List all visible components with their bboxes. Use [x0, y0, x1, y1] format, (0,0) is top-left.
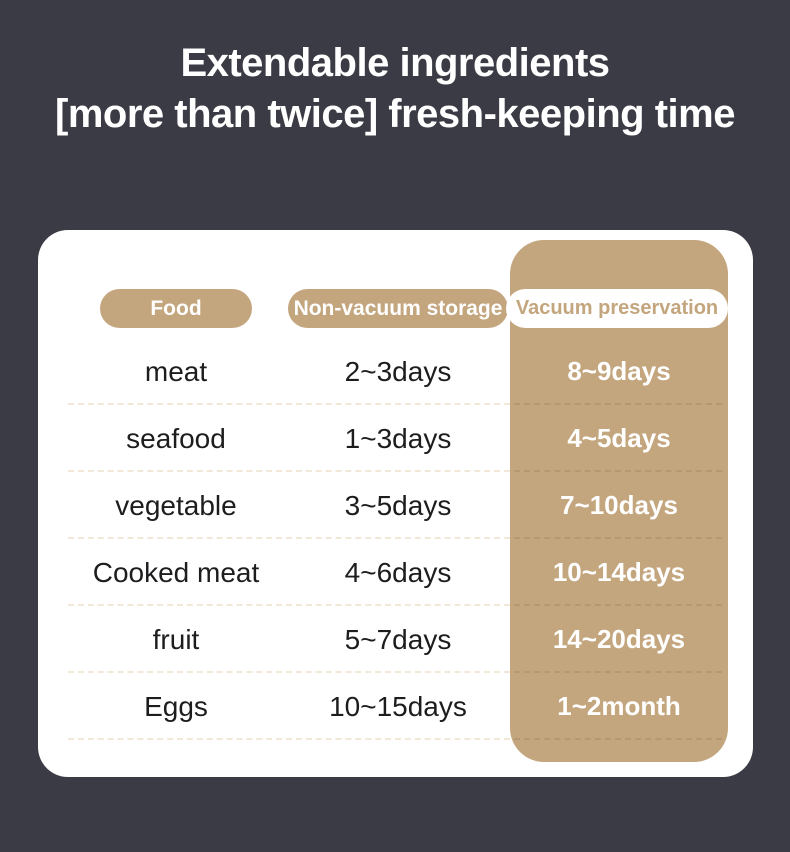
food-name: Eggs [144, 690, 208, 722]
non-vacuum-value: 2~3days [344, 355, 452, 387]
comparison-table-card: Food Non-vacuum storage Vacuum preservat… [38, 230, 753, 777]
row-divider-tan [514, 671, 722, 673]
header-label-non-vacuum: Non-vacuum storage [293, 296, 503, 320]
row-divider [68, 671, 510, 673]
vacuum-value: 14~20days [552, 624, 686, 654]
header-pill-vacuum: Vacuum preservation [506, 289, 728, 328]
row-divider-tan [514, 470, 722, 472]
table-row: Eggs 10~15days 1~2month [38, 673, 753, 740]
table-rows: meat 2~3days 8~9days seafood 1~3days 4~5… [38, 338, 753, 740]
vacuum-value: 1~2month [557, 691, 681, 721]
food-name: fruit [152, 623, 200, 655]
row-divider-tan [514, 403, 722, 405]
non-vacuum-value: 4~6days [344, 556, 452, 588]
table-row: fruit 5~7days 14~20days [38, 606, 753, 673]
table-row: meat 2~3days 8~9days [38, 338, 753, 405]
non-vacuum-value: 3~5days [344, 489, 452, 521]
header-label-vacuum: Vacuum preservation [515, 297, 719, 319]
row-divider-tan [514, 537, 722, 539]
food-name: Cooked meat [92, 556, 260, 588]
row-divider [68, 403, 510, 405]
row-divider [68, 470, 510, 472]
header-pill-non-vacuum: Non-vacuum storage [288, 289, 508, 328]
table-row: vegetable 3~5days 7~10days [38, 472, 753, 539]
page-title-line2: [more than twice] fresh-keeping time [55, 92, 735, 136]
row-divider [68, 604, 510, 606]
row-divider-tan [514, 738, 722, 740]
row-divider [68, 738, 510, 740]
table-row: Cooked meat 4~6days 10~14days [38, 539, 753, 606]
food-name: meat [144, 355, 208, 387]
header-pill-food: Food [100, 289, 252, 328]
row-divider [68, 537, 510, 539]
non-vacuum-value: 1~3days [344, 422, 452, 454]
table-row: seafood 1~3days 4~5days [38, 405, 753, 472]
page-title-line1: Extendable ingredients [180, 41, 610, 85]
non-vacuum-value: 10~15days [329, 690, 467, 722]
vacuum-value: 7~10days [560, 490, 678, 520]
page-title: Extendable ingredients [more than twice]… [0, 38, 790, 140]
food-name: vegetable [115, 489, 237, 521]
vacuum-value: 4~5days [567, 423, 671, 453]
header-label-food: Food [150, 296, 202, 320]
non-vacuum-value: 5~7days [344, 623, 452, 655]
vacuum-value: 10~14days [552, 557, 686, 587]
food-name: seafood [126, 422, 226, 454]
row-divider-tan [514, 604, 722, 606]
vacuum-value: 8~9days [567, 356, 671, 386]
